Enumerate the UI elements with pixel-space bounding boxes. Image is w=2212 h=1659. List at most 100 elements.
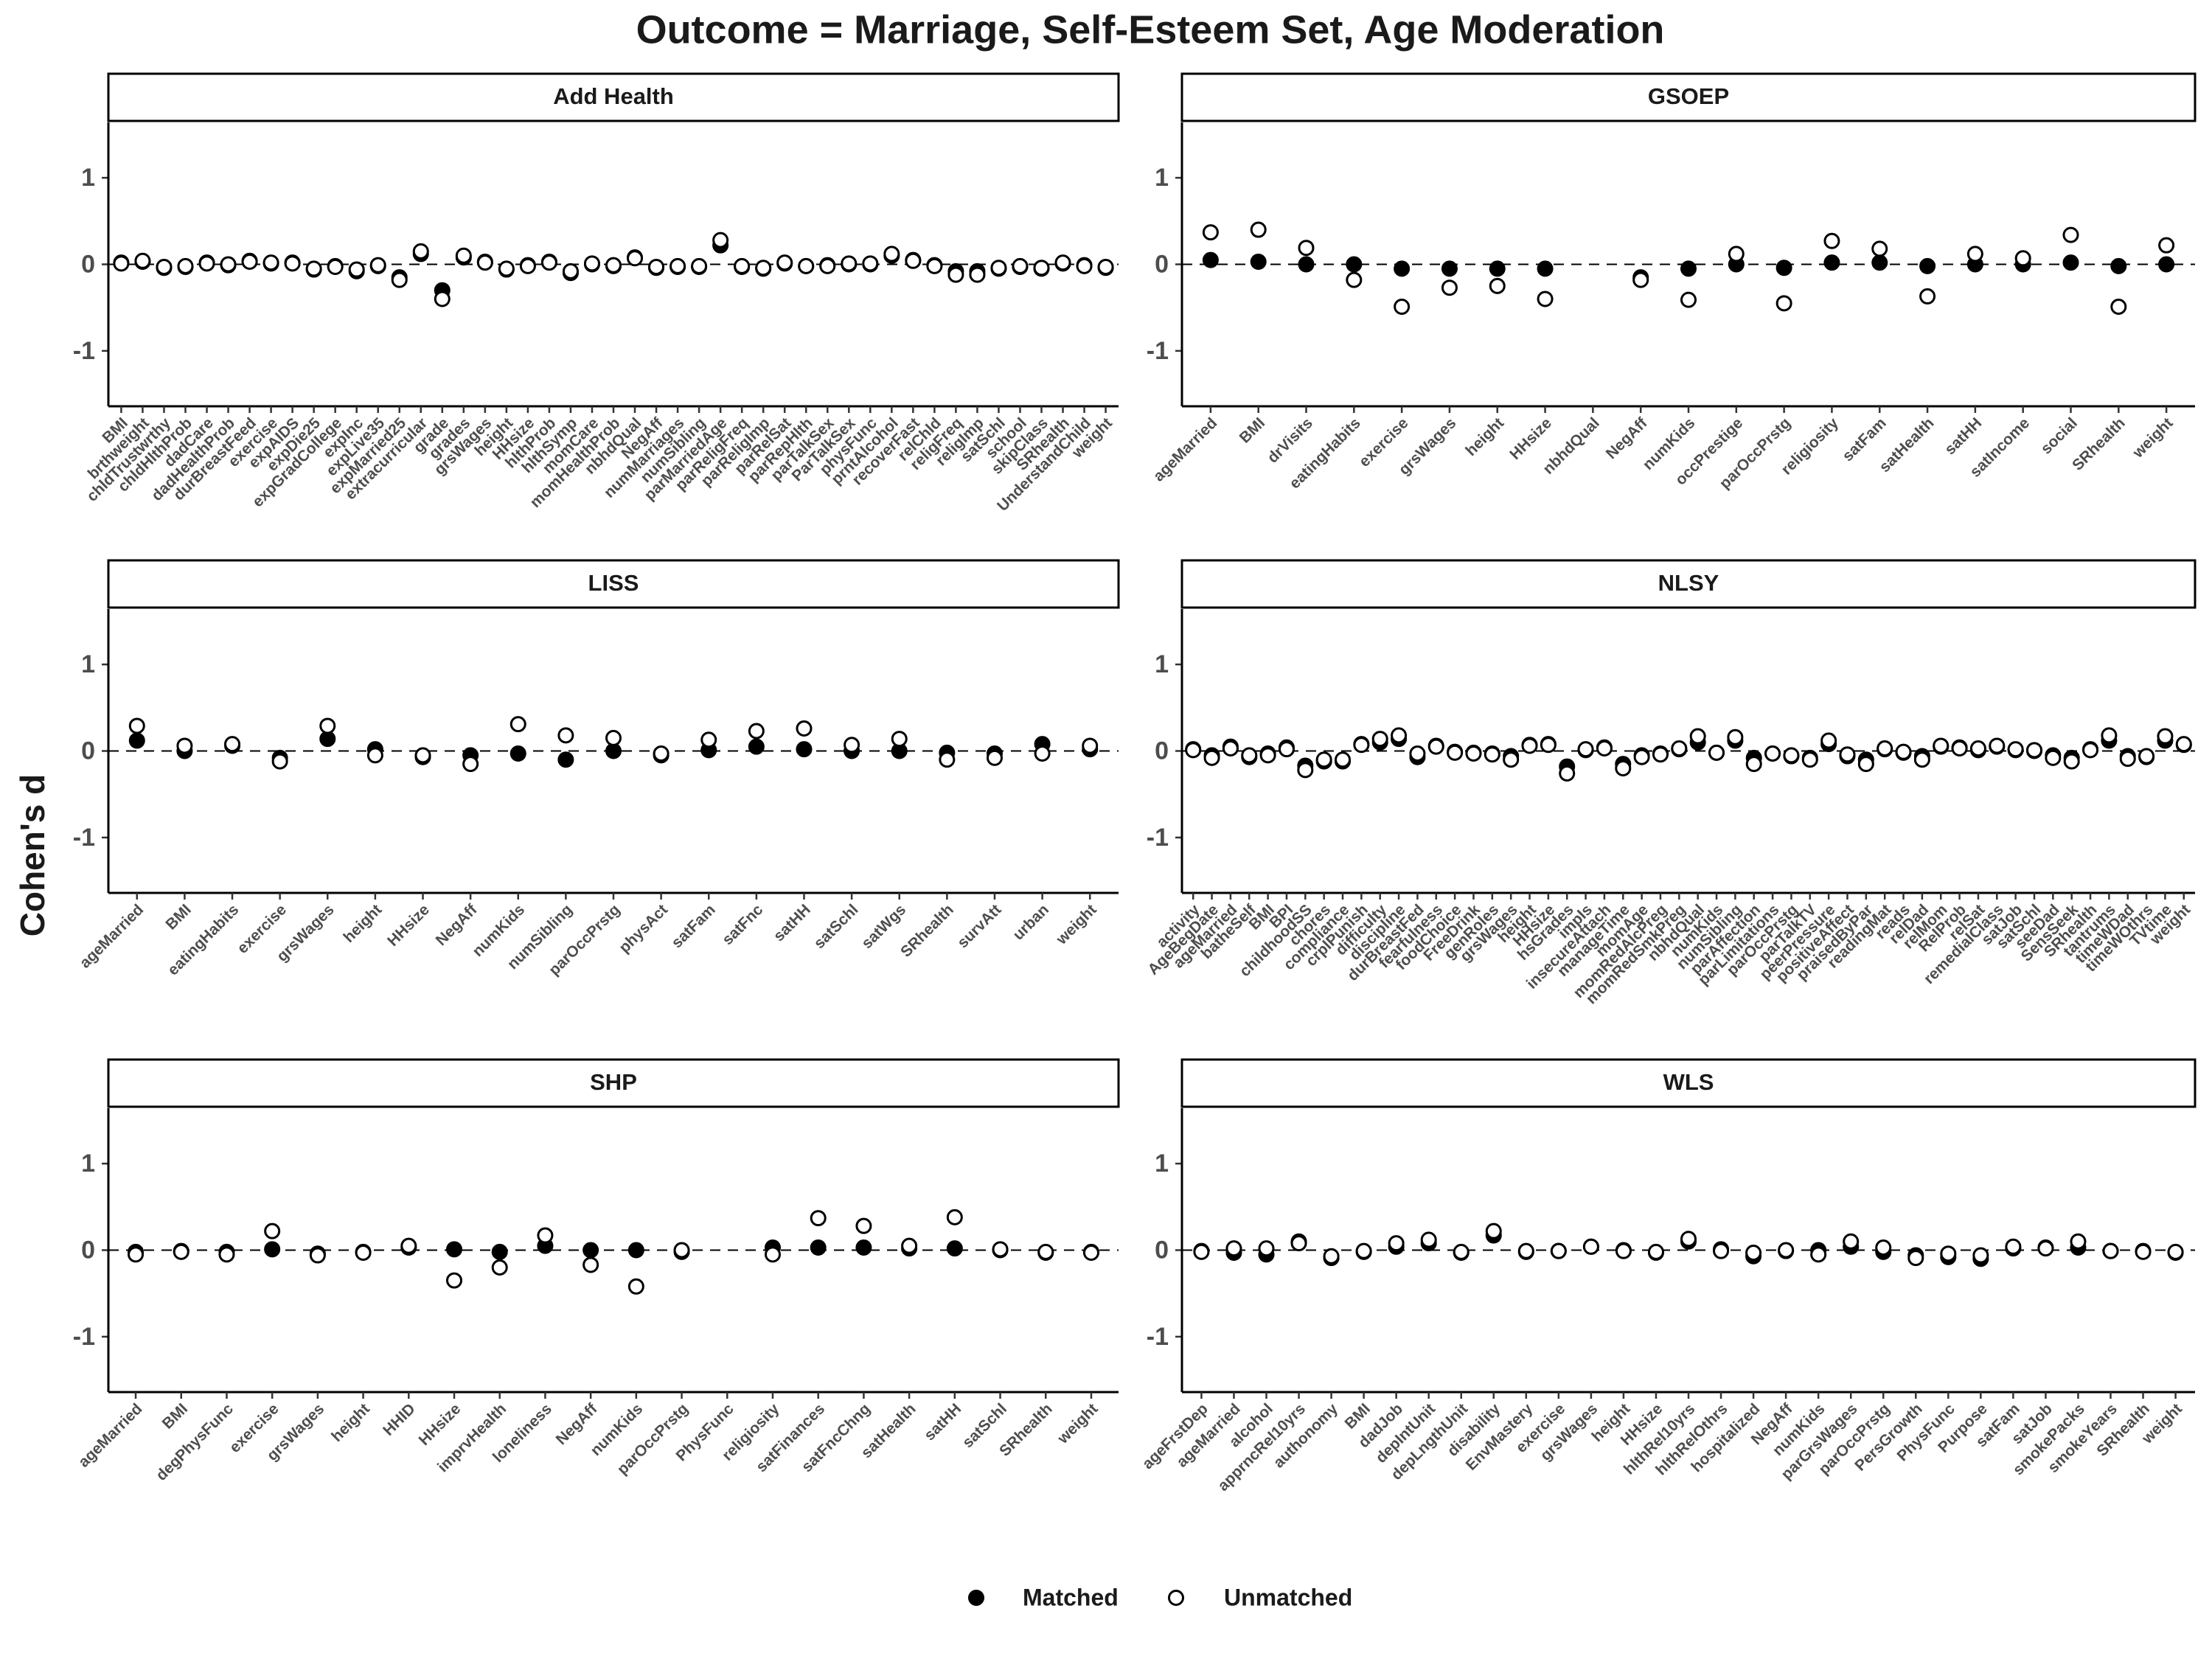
data-point (1222, 740, 1239, 757)
data-point (764, 1246, 781, 1263)
data-point (224, 736, 241, 753)
y-tick-label: 0 (1155, 737, 1169, 765)
data-point (748, 738, 765, 755)
data-point (1097, 259, 1114, 276)
data-point (1082, 737, 1099, 754)
data-point (1615, 1242, 1632, 1259)
y-tick-label: 1 (1155, 650, 1169, 678)
data-point (947, 266, 964, 283)
data-point (582, 1242, 599, 1259)
data-point (1202, 251, 1219, 268)
data-point (1298, 256, 1315, 273)
data-point (128, 717, 145, 734)
data-point (173, 1243, 189, 1260)
data-point (156, 259, 173, 276)
data-point (476, 254, 493, 271)
data-point (1972, 1247, 1989, 1264)
data-point (1346, 256, 1363, 273)
data-point (348, 261, 365, 278)
data-point (1745, 1245, 1762, 1262)
x-tick-label: HHID (380, 1400, 419, 1439)
data-point (1489, 277, 1506, 294)
legend-label: Unmatched (1224, 1584, 1352, 1610)
data-point (1775, 295, 1792, 312)
data-point (1290, 1235, 1307, 1252)
data-point (1485, 1222, 1502, 1239)
data-point (412, 243, 429, 260)
data-point (1259, 747, 1276, 764)
data-point (491, 1259, 508, 1276)
data-point (1689, 728, 1706, 745)
data-point (1371, 731, 1388, 748)
data-point (627, 1278, 644, 1295)
data-point (1298, 240, 1315, 257)
data-point (1775, 260, 1792, 276)
data-point (712, 232, 729, 248)
data-point (1577, 741, 1594, 758)
panel-title: SHP (590, 1069, 637, 1095)
y-tick-label: -1 (1147, 1323, 1169, 1351)
data-point (1427, 738, 1444, 755)
data-point (462, 756, 479, 773)
data-point (627, 1242, 644, 1259)
data-point (1550, 1242, 1567, 1259)
data-point (134, 252, 151, 269)
data-point (926, 257, 943, 274)
data-point (1989, 737, 2006, 754)
data-point (1484, 746, 1500, 763)
data-point (305, 260, 322, 277)
x-tick-label: ageMarried (1150, 414, 1220, 484)
data-point (177, 257, 194, 274)
data-point (2110, 299, 2127, 316)
data-point (691, 257, 708, 274)
data-point (1537, 260, 1554, 277)
data-point (2037, 1240, 2054, 1257)
x-tick-label: HHsize (384, 901, 433, 950)
x-tick-label: SRhealth (2069, 414, 2129, 474)
data-point (1810, 1246, 1827, 1263)
y-tick-label: -1 (1147, 337, 1169, 365)
data-point (540, 254, 557, 271)
data-point (990, 260, 1007, 276)
data-point (946, 1240, 963, 1257)
data-point (844, 737, 860, 754)
x-tick-label: satSchl (810, 901, 861, 952)
data-point (1033, 260, 1050, 276)
data-point (491, 1243, 508, 1260)
data-point (1913, 751, 1930, 768)
legend-key (1168, 1590, 1184, 1606)
data-point (1258, 1240, 1275, 1257)
data-point (1633, 748, 1650, 765)
data-point (1728, 246, 1745, 262)
data-point (262, 254, 279, 271)
data-point (810, 1210, 827, 1227)
data-point (355, 1245, 372, 1262)
data-point (992, 1241, 1009, 1258)
x-tick-label: urban (1010, 901, 1053, 944)
y-tick-label: -1 (73, 337, 95, 365)
data-point (1582, 1238, 1599, 1255)
data-point (1778, 1242, 1795, 1259)
data-point (2062, 254, 2079, 271)
data-point (1843, 1233, 1860, 1250)
data-point (605, 257, 622, 274)
data-point (986, 749, 1003, 766)
data-point (1764, 745, 1781, 762)
data-point (1559, 765, 1576, 782)
data-point (1919, 288, 1936, 305)
data-point (2063, 753, 2080, 770)
data-point (1034, 745, 1051, 762)
data-point (264, 1222, 281, 1239)
data-point (2045, 749, 2062, 766)
data-point (1895, 743, 1912, 760)
data-point (1919, 257, 1936, 274)
data-point (1353, 737, 1370, 754)
panel-title: GSOEP (1648, 83, 1729, 109)
data-point (1933, 737, 1950, 754)
x-tick-label: ageMarried (77, 901, 147, 971)
data-point (1783, 747, 1800, 764)
data-point (1969, 740, 1986, 757)
strip (107, 559, 1120, 609)
data-point (1225, 1240, 1242, 1257)
data-point (1250, 253, 1267, 270)
